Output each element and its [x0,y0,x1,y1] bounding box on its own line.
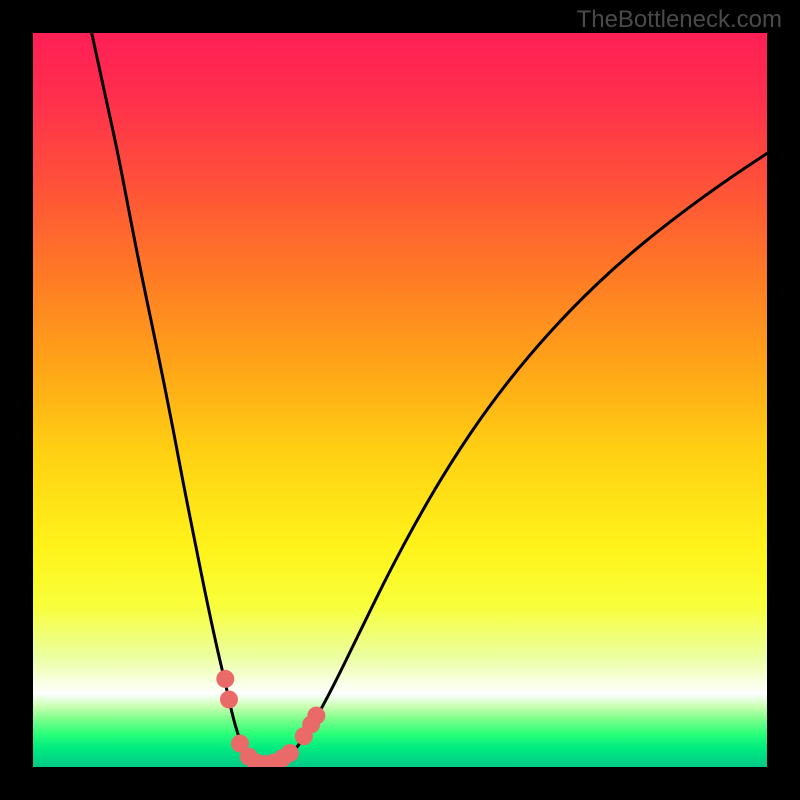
data-markers [33,33,767,767]
watermark-text: TheBottleneck.com [577,6,782,34]
data-marker [307,707,325,725]
data-marker [216,670,234,688]
data-marker [281,744,299,762]
chart-frame: TheBottleneck.com [0,0,800,800]
plot-area [33,33,767,767]
data-marker [220,690,238,708]
